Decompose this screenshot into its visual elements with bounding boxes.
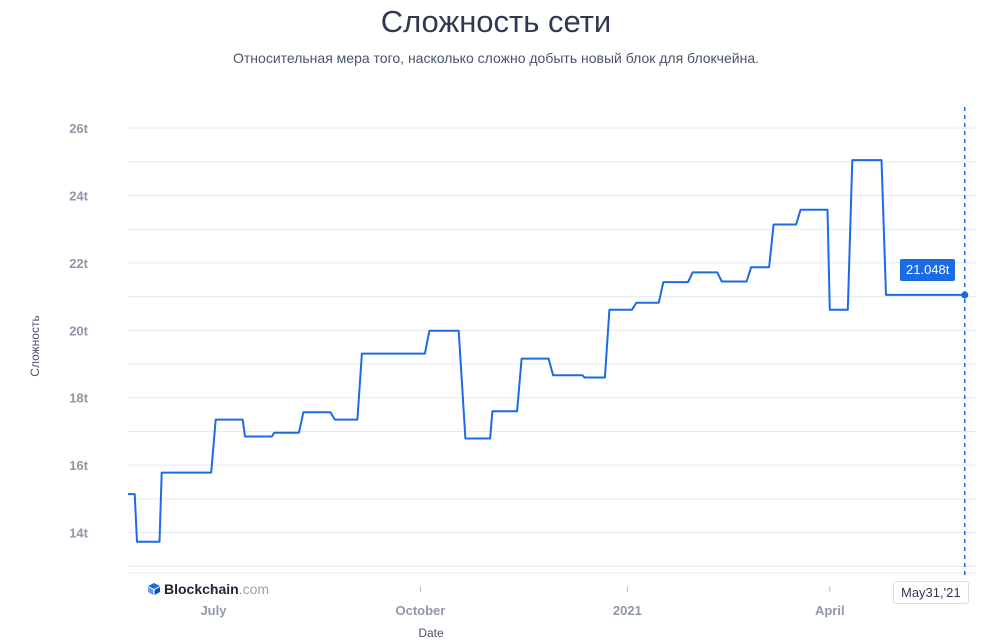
y-tick-label: 24t xyxy=(69,189,88,204)
blockchain-watermark: Blockchain .com xyxy=(147,581,269,597)
blockchain-logo-icon xyxy=(148,583,160,595)
x-tick-label: 2021 xyxy=(613,603,642,618)
y-tick-label: 16t xyxy=(69,458,88,473)
x-tick-label: October xyxy=(395,603,445,618)
value-tooltip: 21.048t xyxy=(900,259,956,281)
x-axis-ticks: July October 2021 April xyxy=(200,586,845,618)
y-axis-ticks: 14t 16t 18t 20t 22t 24t 26t xyxy=(69,121,88,540)
y-tick-label: 22t xyxy=(69,256,88,271)
x-axis-title: Date xyxy=(418,626,444,640)
x-tick-label: April xyxy=(815,603,845,618)
watermark-brand: Blockchain xyxy=(164,581,239,597)
y-tick-label: 18t xyxy=(69,391,88,406)
y-tick-label: 26t xyxy=(69,121,88,136)
grid-lines xyxy=(128,127,976,574)
chart-subtitle: Относительная мера того, насколько сложн… xyxy=(233,50,759,66)
date-tooltip: May31,'21 xyxy=(893,581,969,604)
y-tick-label: 14t xyxy=(69,526,88,541)
difficulty-series-line xyxy=(128,159,965,543)
chart-title: Сложность сети xyxy=(380,4,612,39)
y-axis-title: Сложность xyxy=(28,315,42,376)
highlight-point[interactable] xyxy=(961,291,969,299)
x-tick-label: July xyxy=(200,603,227,618)
y-tick-label: 20t xyxy=(69,323,88,338)
watermark-suffix: .com xyxy=(238,581,270,597)
